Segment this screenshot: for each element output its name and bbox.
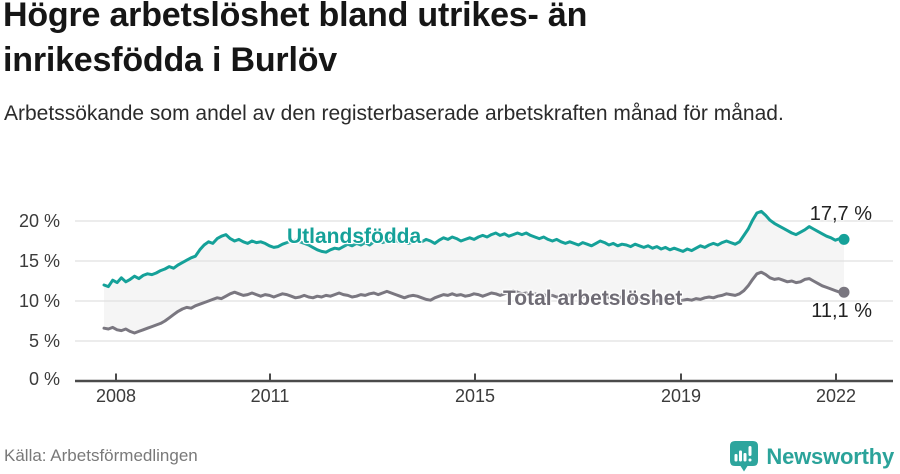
x-tick-label: 2015 [454, 386, 496, 406]
area-between-series [104, 211, 844, 333]
x-tick-label: 2022 [815, 386, 857, 406]
y-tick-label: 20 % [18, 211, 60, 231]
y-tick-label: 0 % [28, 369, 60, 389]
y-tick-label: 10 % [18, 291, 60, 311]
page-subtitle: Arbetssökande som andel av den registerb… [4, 102, 784, 125]
x-tick-label: 2011 [250, 386, 290, 406]
newsworthy-wordmark: Newsworthy [766, 443, 894, 469]
end-value-utlandsfodda: 17,7 % [809, 203, 872, 225]
y-tick-label: 15 % [18, 251, 60, 271]
series-label-total: Total arbetslöshet [503, 287, 683, 310]
end-value-total: 11,1 % [811, 300, 872, 322]
total-end-dot [838, 286, 850, 298]
utlandsfodda-end-dot [838, 233, 850, 245]
y-tick-label: 5 % [28, 331, 60, 351]
series-label-utlandsfodda: Utlandsfödda [287, 225, 422, 248]
page-title: Högre arbetslöshet bland utrikes- än inr… [3, 0, 588, 79]
source-note: Källa: Arbetsförmedlingen [4, 446, 198, 465]
x-tick-label: 2019 [660, 386, 702, 406]
total-line [102, 270, 846, 335]
newsworthy-logo-icon [730, 441, 759, 472]
line-chart [75, 209, 893, 383]
newsworthy-logo[interactable]: Newsworthy [730, 441, 894, 472]
utlandsfodda-line [102, 209, 846, 289]
x-tick-label: 2008 [95, 386, 137, 406]
